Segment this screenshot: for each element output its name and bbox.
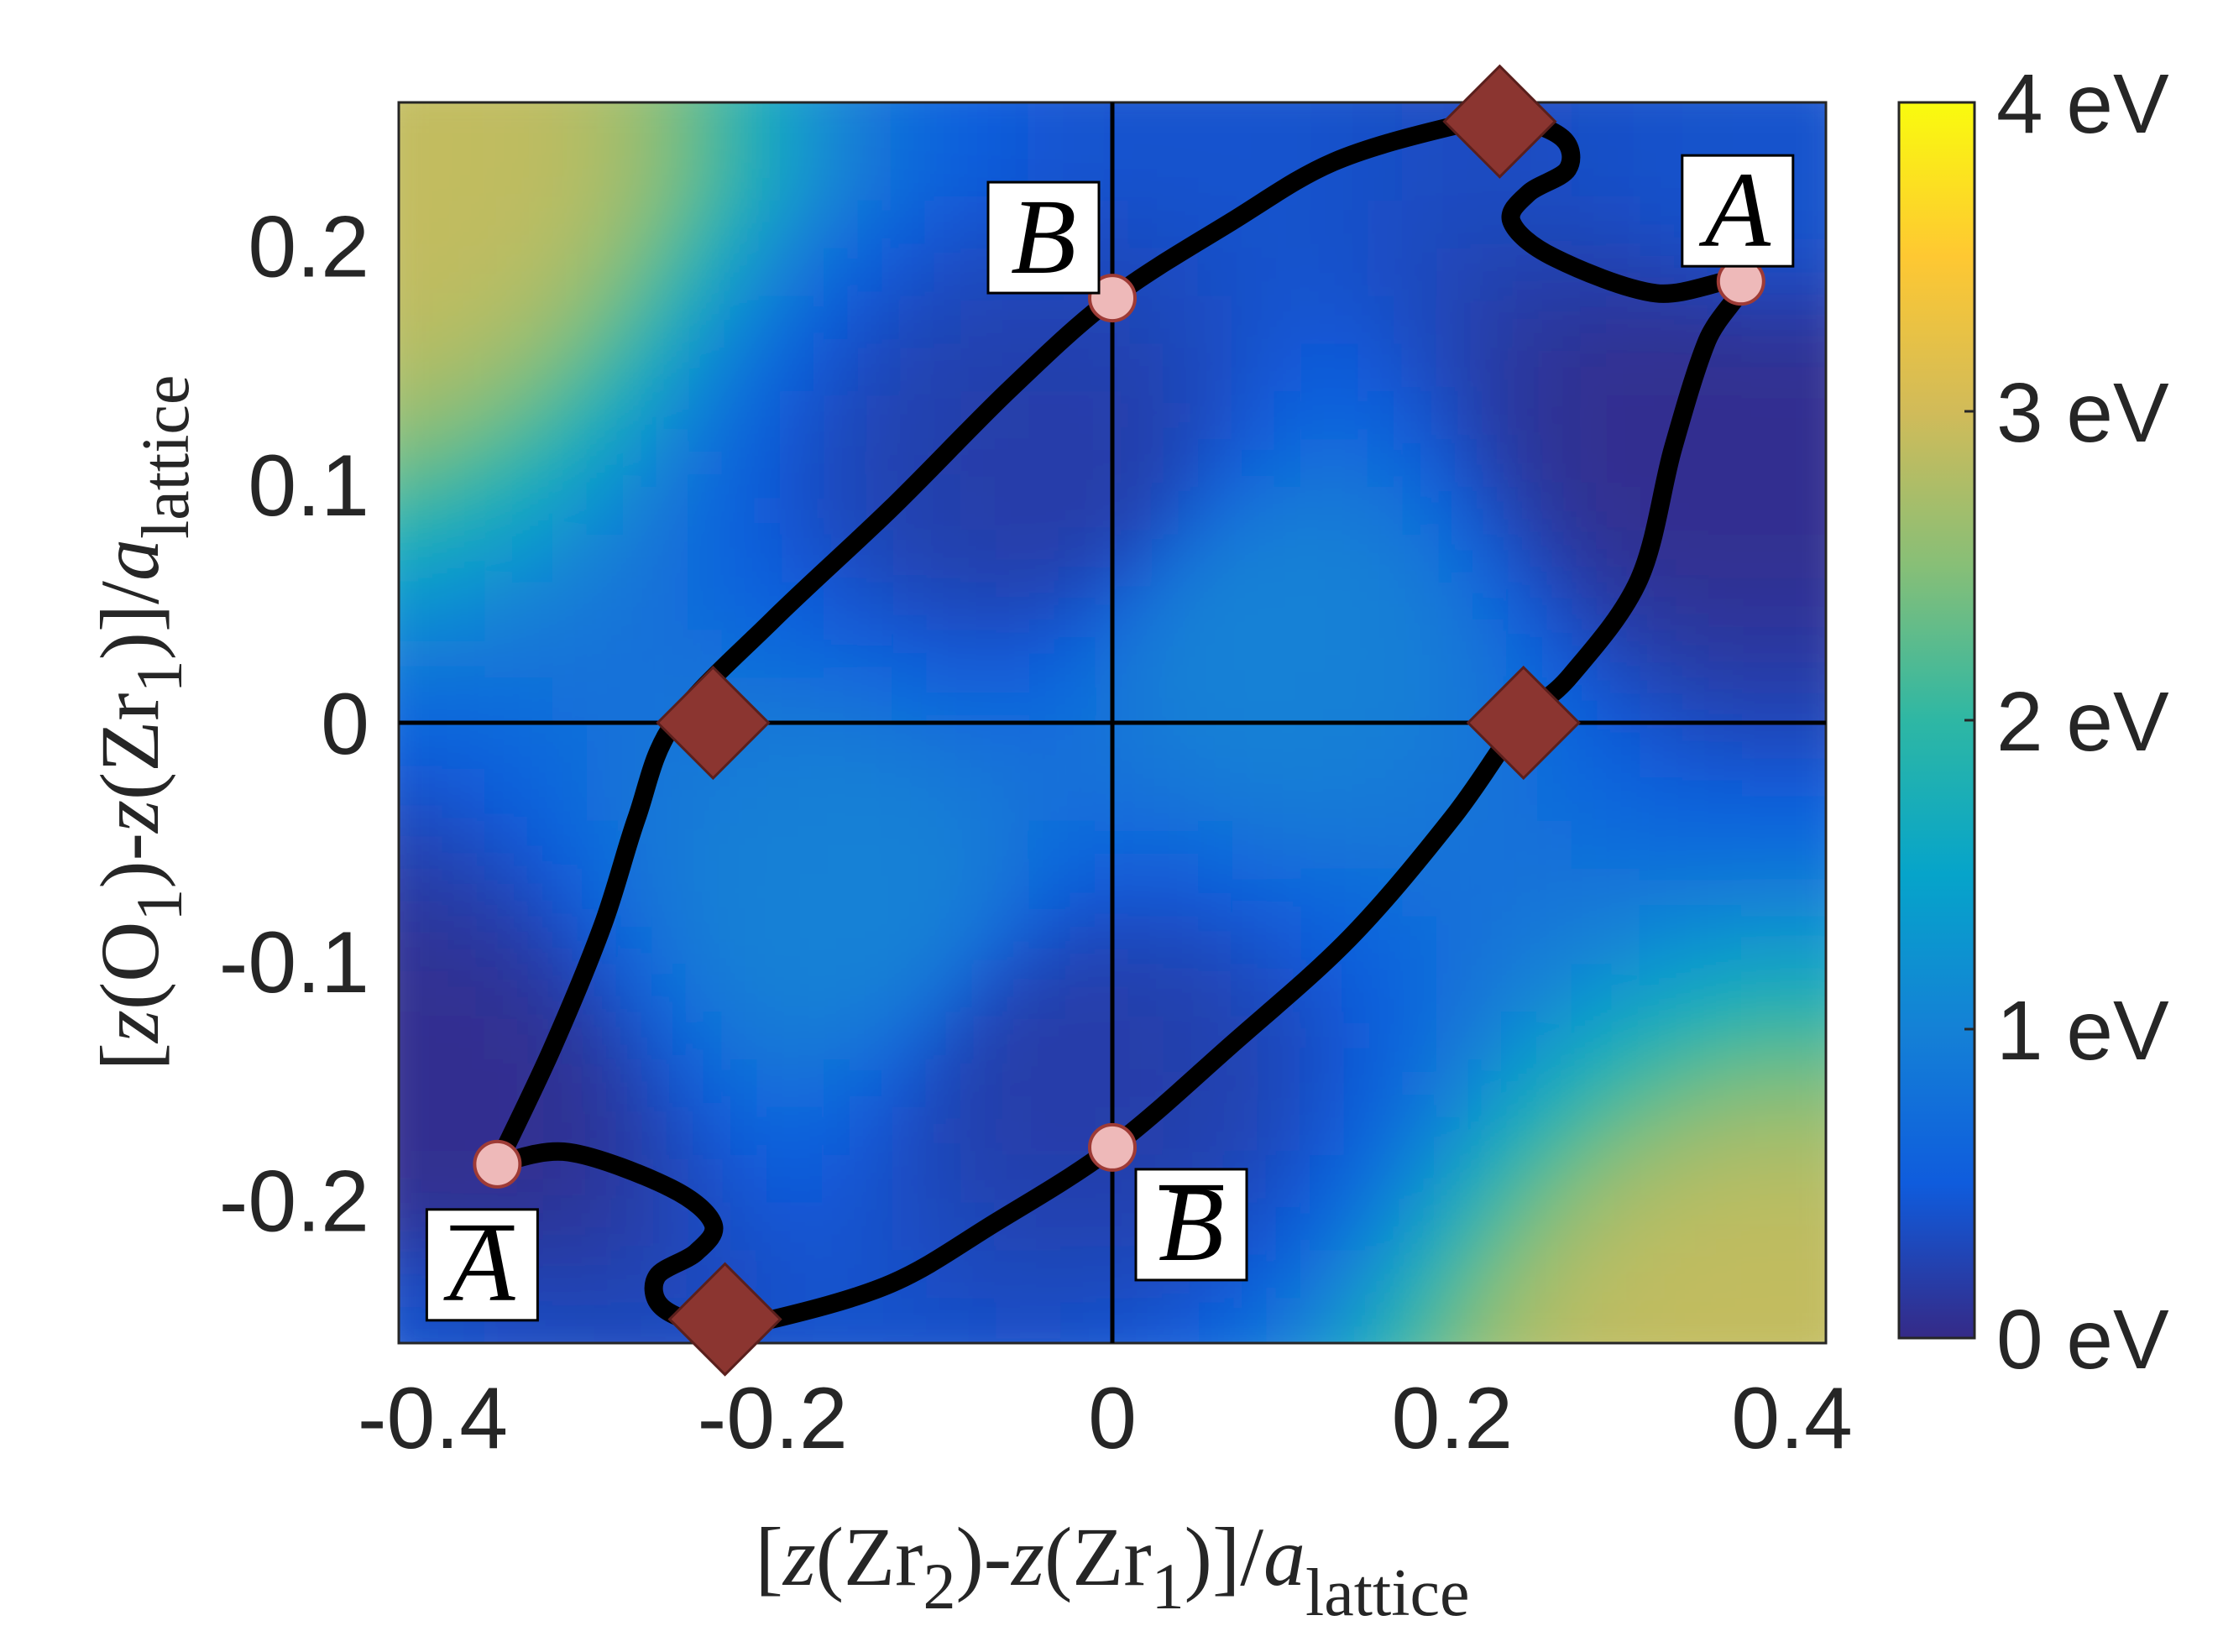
axis-label-part: 1	[123, 889, 196, 922]
y-tick-label: 0.2	[248, 199, 369, 296]
y-tick-labels: 0.2 0.1 0 -0.1 -0.2	[219, 199, 369, 1251]
diamond-marker	[1442, 64, 1557, 179]
x-axis-label: [z(Zr2)-z(Zr1)]/alattice	[756, 1510, 1470, 1630]
point-label-text: A	[1699, 150, 1771, 269]
axis-label-part: (O	[83, 922, 176, 1011]
circle-markers	[473, 257, 1765, 1189]
x-tick-label: 0.2	[1391, 1370, 1513, 1467]
heatmap-surface	[399, 102, 1826, 1343]
circle-marker-a-bar	[473, 1139, 522, 1189]
axis-label-part: )]/	[83, 581, 176, 661]
axis-label-part: z	[1010, 1510, 1044, 1603]
axis-label-part: (Zr	[83, 693, 176, 800]
x-tick-label: 0.4	[1731, 1370, 1853, 1467]
colorbar-tick-label: 3 eV	[1996, 366, 2169, 460]
diamond-markers	[656, 64, 1581, 1377]
axis-label-part: [	[756, 1510, 783, 1603]
point-label-text: B	[1159, 1164, 1224, 1283]
axis-label-part: (Zr	[1044, 1510, 1152, 1603]
colorbar-tick-labels: 4 eV 3 eV 2 eV 1 eV 0 eV	[1964, 57, 2169, 1387]
y-tick-label: -0.1	[219, 914, 369, 1012]
point-label-a-bar: A	[425, 1205, 539, 1324]
axis-label-part: )]/	[1185, 1510, 1264, 1603]
axis-label-part: lattice	[129, 375, 203, 539]
colorbar-tick-label: 0 eV	[1996, 1293, 2169, 1387]
point-label-text: B	[1011, 177, 1076, 296]
colorbar-tick-label: 2 eV	[1996, 675, 2169, 769]
x-tick-labels: -0.4 -0.2 0 0.2 0.4	[358, 1370, 1853, 1467]
diamond-marker	[1466, 665, 1581, 781]
point-label-b: B	[986, 177, 1101, 296]
axis-label-part: z	[83, 1010, 176, 1044]
axis-label-part: a	[83, 539, 176, 581]
diamond-marker	[656, 665, 771, 781]
axis-label-part: z	[782, 1510, 816, 1603]
point-label-b-bar: B	[1134, 1164, 1248, 1283]
y-tick-label: 0.1	[248, 437, 369, 535]
x-tick-label: -0.4	[358, 1370, 508, 1467]
heatmap-cells	[399, 102, 1826, 1343]
axis-label-part: 1	[1152, 1550, 1185, 1623]
axis-label-part: 2	[923, 1550, 955, 1623]
point-label-box	[986, 180, 1101, 295]
axis-label-part: [	[83, 1043, 176, 1070]
circle-marker-b	[1088, 274, 1137, 323]
x-tick-label: 0	[1088, 1370, 1137, 1467]
point-label-box	[1681, 154, 1795, 268]
axis-label-part: lattice	[1305, 1556, 1469, 1630]
axis-label-part: a	[1263, 1510, 1305, 1603]
y-axis-label: [z(O1)-z(Zr1)]/alattice	[83, 375, 203, 1071]
axis-label-part: )-	[83, 833, 176, 889]
point-labels: A B B A	[425, 150, 1795, 1324]
colorbar	[1897, 101, 1976, 1340]
point-label-text: A	[443, 1205, 515, 1324]
circle-marker-b-bar	[1088, 1122, 1137, 1172]
axis-label-part: z	[83, 800, 176, 834]
x-tick-label: -0.2	[698, 1370, 848, 1467]
axis-label-part: (Zr	[816, 1510, 923, 1603]
point-label-a: A	[1681, 150, 1795, 269]
diamond-marker	[667, 1262, 782, 1377]
axis-label-part: 1	[123, 660, 196, 693]
y-tick-label: 0	[321, 676, 369, 773]
colorbar-tick-label: 1 eV	[1996, 984, 2169, 1078]
y-tick-label: -0.2	[219, 1153, 369, 1250]
axis-label-part: )-	[955, 1510, 1012, 1603]
colorbar-tick-label: 4 eV	[1996, 57, 2169, 151]
